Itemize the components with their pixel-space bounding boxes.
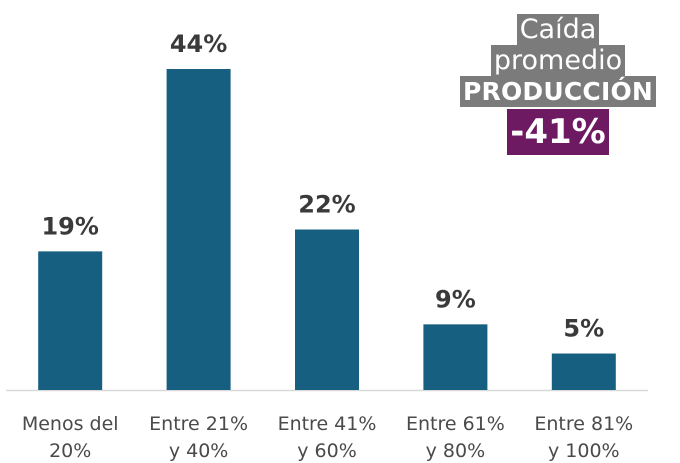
category-label-5-line-1: Entre 81% — [534, 413, 633, 435]
value-labels-group: 19% 44% 22% 9% 5% — [41, 30, 604, 343]
category-label-4-line-2: y 80% — [426, 440, 486, 462]
callout-line-2: promedio — [490, 45, 626, 76]
category-label-1-line-2: 20% — [49, 440, 91, 462]
category-label-5-line-2: y 100% — [548, 440, 620, 462]
value-label-3: 22% — [298, 191, 355, 219]
value-label-1: 19% — [41, 212, 98, 240]
category-label-3-line-2: y 60% — [297, 440, 357, 462]
bar-1 — [38, 251, 103, 390]
category-label-2-line-1: Entre 21% — [149, 413, 248, 435]
value-label-4: 9% — [435, 285, 476, 313]
bars-group — [38, 69, 616, 390]
value-label-5: 5% — [563, 315, 604, 343]
category-label-2-line-2: y 40% — [169, 440, 229, 462]
callout-value: -41% — [507, 109, 609, 155]
callout-line-3: PRODUCCIÓN — [459, 76, 657, 107]
bar-4 — [423, 324, 488, 390]
callout-line-1: Caída — [516, 14, 600, 45]
bar-3 — [295, 229, 359, 390]
category-label-1-line-1: Menos del — [22, 413, 119, 435]
bar-2 — [166, 69, 231, 390]
category-label-3-line-1: Entre 41% — [278, 413, 377, 435]
category-labels-group: Menos del 20% Entre 21% y 40% Entre 41% y 60%… — [22, 413, 633, 462]
bar-5 — [551, 353, 616, 390]
value-label-2: 44% — [170, 30, 227, 58]
category-label-4-line-1: Entre 61% — [406, 413, 505, 435]
average-drop-callout: Caída promedio PRODUCCIÓN -41% — [438, 14, 678, 155]
